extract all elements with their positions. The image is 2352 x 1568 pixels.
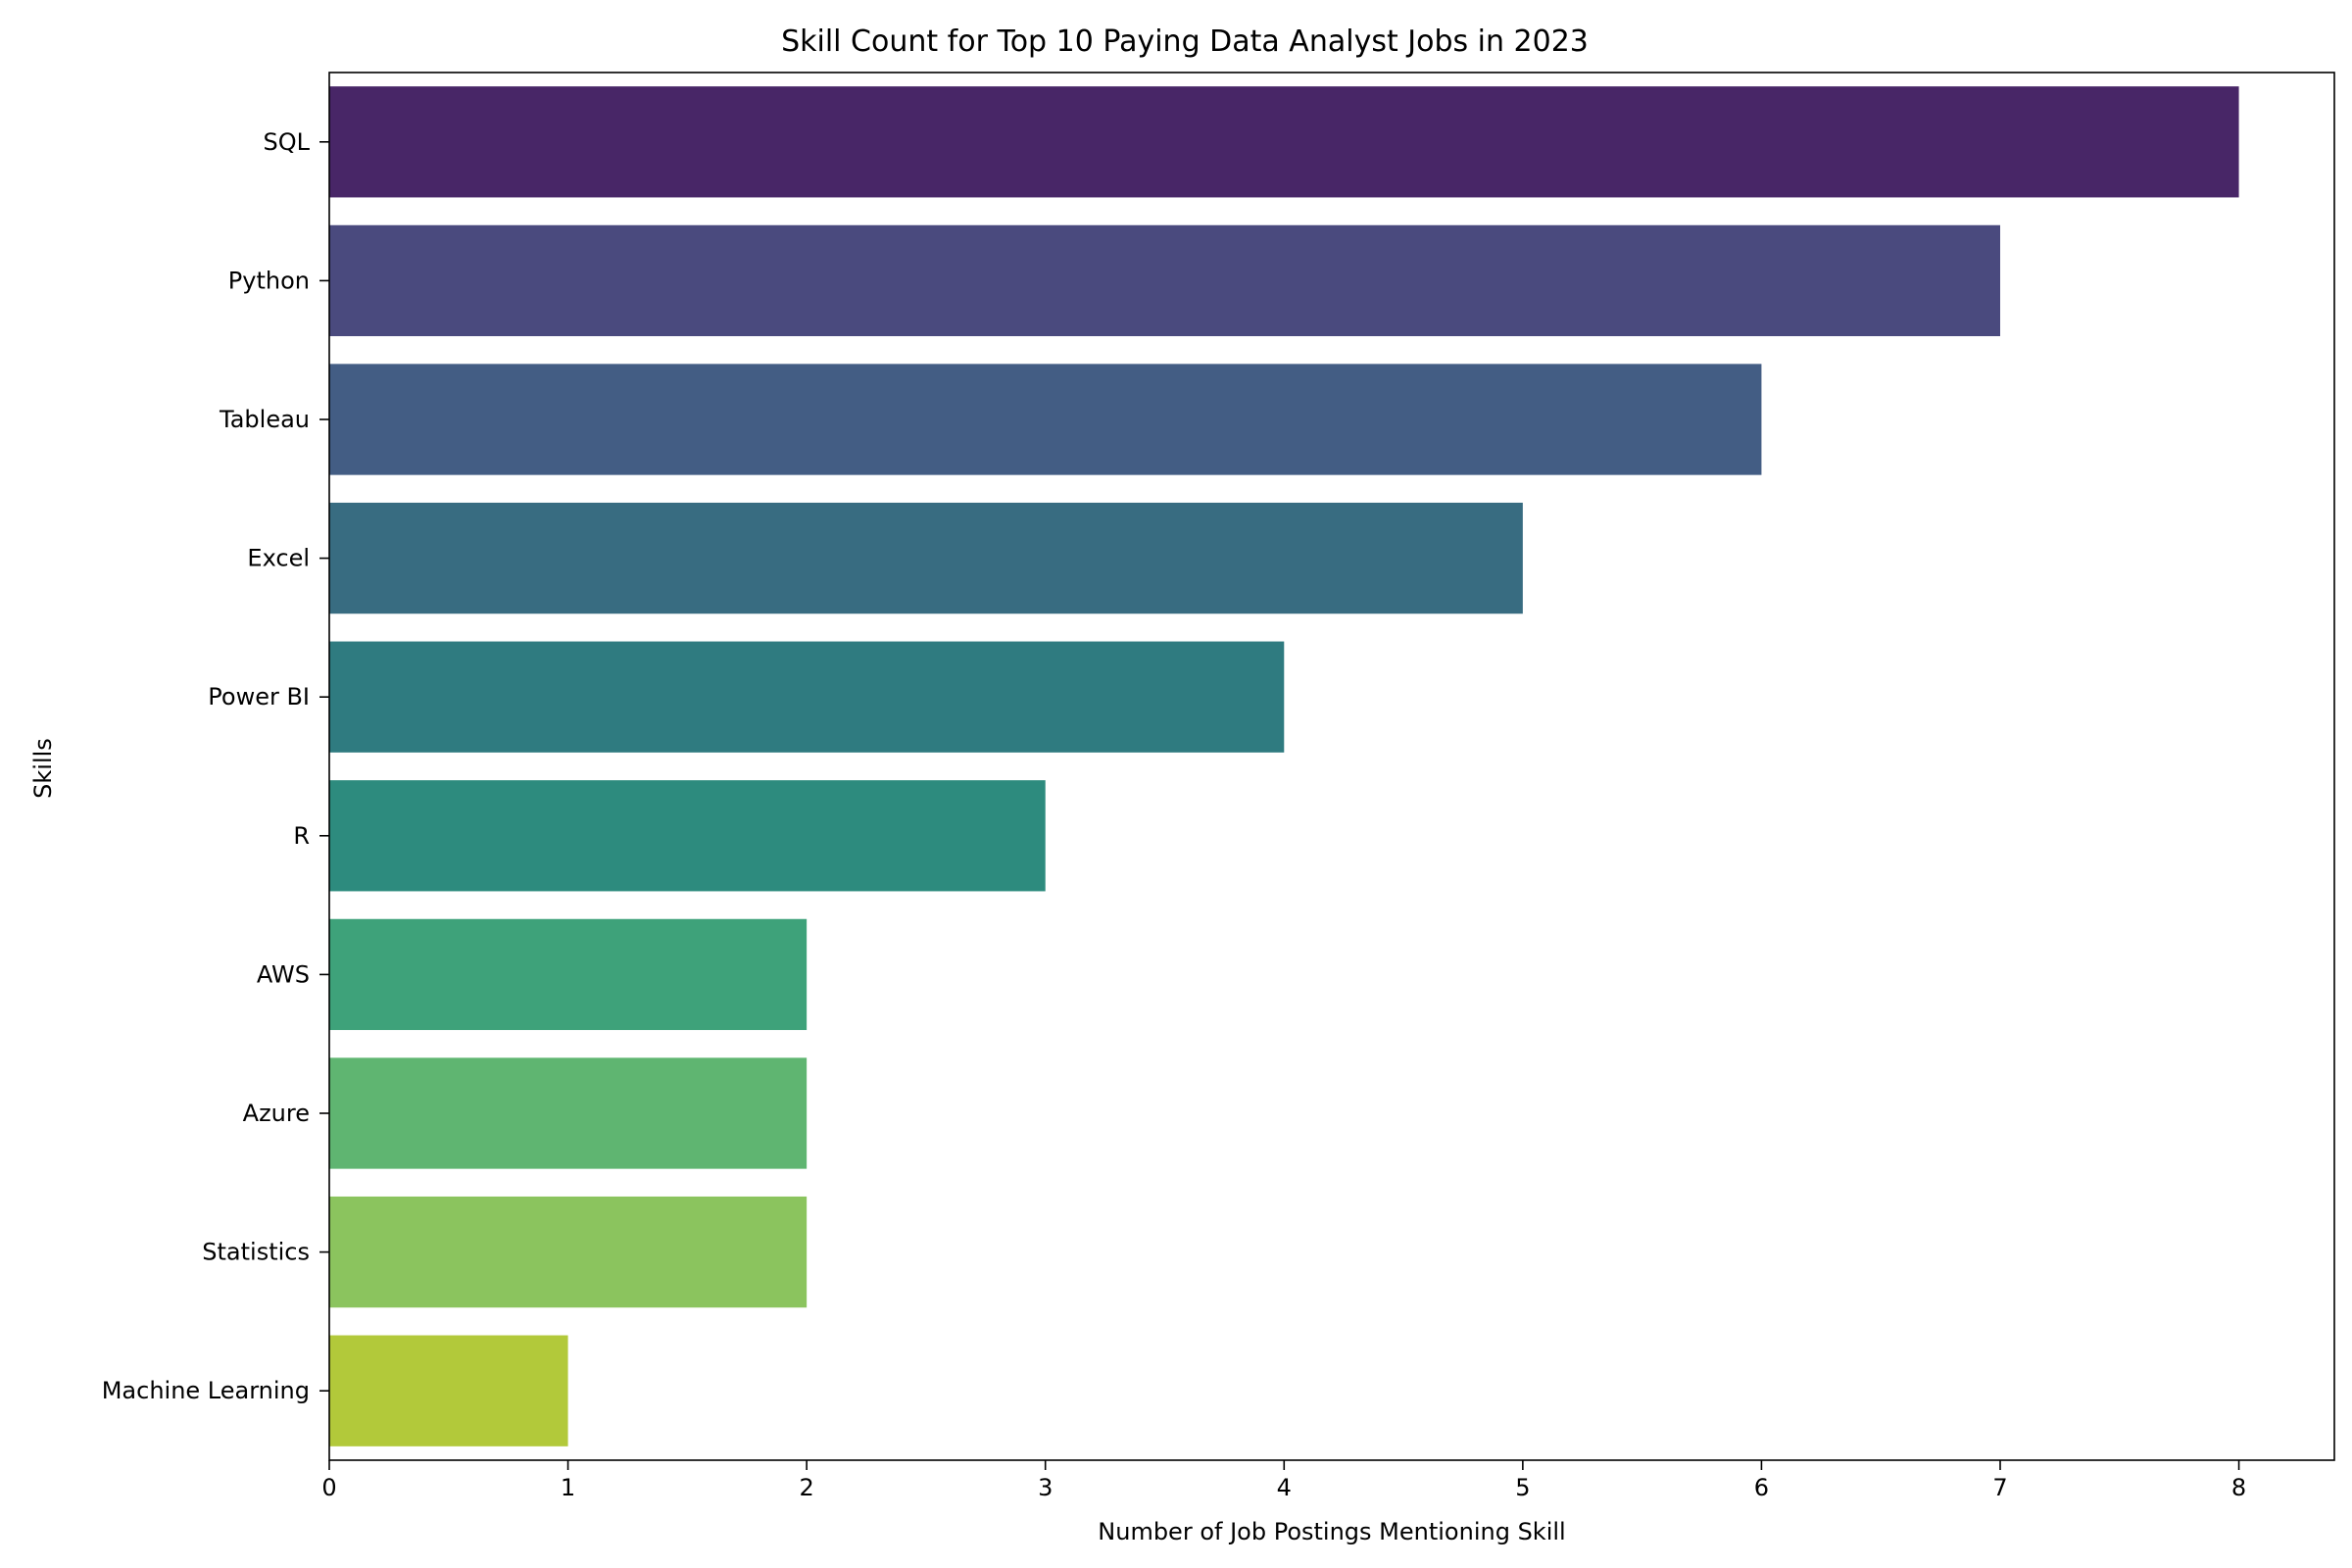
x-tick-label-5: 5 [1515,1474,1530,1501]
y-tick-label-tableau: Tableau [219,406,310,433]
bar-python [329,224,2000,337]
y-tick-label-statistics: Statistics [202,1239,310,1266]
y-axis-label: Skills [29,738,57,799]
y-tick-label-power-bi: Power BI [208,683,310,710]
x-axis-ticks: 0 1 2 3 4 5 6 7 8 [321,1460,2246,1501]
y-tick-label-aws: AWS [257,960,310,988]
bar-statistics [329,1196,808,1308]
y-tick-label-azure: Azure [243,1100,310,1127]
bar-azure [329,1057,808,1169]
x-tick-label-2: 2 [800,1474,814,1501]
plot-frame [328,72,2335,1461]
y-axis-ticks: SQL Python Tableau Excel Power BI R AWS Azure St… [102,128,329,1404]
x-tick-label-8: 8 [2231,1474,2246,1501]
bars-group [329,86,2239,1446]
bar-sql [329,86,2239,198]
bar-tableau [329,364,1762,475]
bar-r [329,780,1046,892]
x-tick-label-7: 7 [1992,1474,2007,1501]
y-tick-label-r: R [293,822,310,850]
bar-machine-learning [329,1335,568,1446]
chart-title: Skill Count for Top 10 Paying Data Analy… [781,24,1589,59]
x-tick-label-0: 0 [321,1474,336,1501]
y-tick-label-machine-learning: Machine Learning [102,1377,310,1404]
bar-excel [329,502,1523,614]
x-tick-label-3: 3 [1038,1474,1053,1501]
x-tick-label-1: 1 [561,1474,575,1501]
bar-power-bi [329,641,1285,753]
plot-area: SQL Python Tableau Excel Power BI R AWS Azure St… [102,72,2335,1501]
x-axis-label: Number of Job Postings Mentioning Skill [1098,1518,1565,1545]
y-tick-label-sql: SQL [264,128,311,156]
y-tick-label-python: Python [228,267,310,294]
x-tick-label-6: 6 [1754,1474,1769,1501]
y-tick-label-excel: Excel [247,545,310,572]
x-tick-label-4: 4 [1277,1474,1292,1501]
bar-aws [329,918,808,1031]
